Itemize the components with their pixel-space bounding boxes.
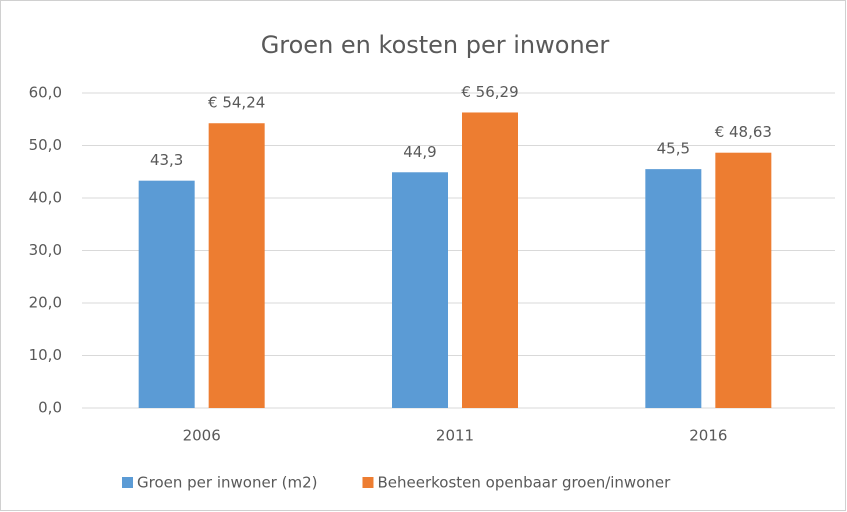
bar bbox=[645, 169, 702, 408]
y-tick-label: 0,0 bbox=[38, 399, 62, 417]
data-label: 45,5 bbox=[657, 140, 690, 158]
data-label: 43,3 bbox=[150, 151, 183, 169]
legend-label: Beheerkosten openbaar groen/inwoner bbox=[377, 474, 671, 492]
bar bbox=[208, 123, 265, 409]
chart-title: Groen en kosten per inwoner bbox=[261, 31, 610, 59]
y-tick-label: 30,0 bbox=[29, 241, 62, 259]
data-label: € 54,24 bbox=[208, 94, 265, 112]
bar bbox=[138, 180, 195, 408]
bar bbox=[392, 172, 448, 408]
x-tick-label: 2011 bbox=[436, 427, 474, 445]
y-tick-label: 50,0 bbox=[29, 136, 62, 154]
y-tick-label: 10,0 bbox=[29, 346, 62, 364]
y-tick-label: 40,0 bbox=[29, 189, 62, 207]
y-tick-label: 60,0 bbox=[29, 84, 62, 102]
data-label: € 56,29 bbox=[461, 83, 518, 101]
data-label: € 48,63 bbox=[715, 123, 772, 141]
legend-swatch bbox=[122, 477, 133, 488]
legend-label: Groen per inwoner (m2) bbox=[137, 474, 317, 492]
x-tick-label: 2006 bbox=[183, 427, 221, 445]
bar bbox=[462, 112, 518, 408]
x-tick-label: 2016 bbox=[689, 427, 727, 445]
bar bbox=[715, 152, 772, 408]
data-label: 44,9 bbox=[403, 143, 436, 161]
legend-swatch bbox=[362, 477, 374, 488]
y-tick-label: 20,0 bbox=[29, 294, 62, 312]
